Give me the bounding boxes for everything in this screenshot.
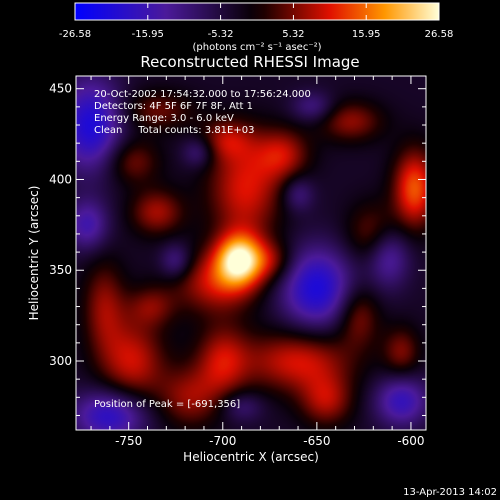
info-block: 20-Oct-2002 17:54:32.000 to 17:56:24.000… (94, 89, 311, 136)
x-tick-label: -750 (115, 434, 142, 448)
colorbar-ticks (74, 3, 440, 20)
info-line-detectors: Detectors: 4F 5F 6F 7F 8F, Att 1 (94, 101, 253, 112)
timestamp: 13-Apr-2013 14:02 (403, 487, 497, 498)
colorbar-tick-label: -26.58 (59, 29, 91, 40)
colorbar-tick-label: 15.95 (352, 29, 381, 40)
info-line-energy: Energy Range: 3.0 - 6.0 keV (94, 113, 234, 124)
y-tick-label: 350 (49, 263, 72, 277)
colorbar-tick-label: -5.32 (208, 29, 234, 40)
peak-position-text: Position of Peak = [-691,356] (94, 399, 240, 410)
heatmap-canvas (76, 76, 426, 430)
y-tick-label: 300 (49, 354, 72, 368)
colorbar-tick-label: 5.32 (282, 29, 304, 40)
y-axis-label: Heliocentric Y (arcsec) (27, 186, 41, 321)
axis-ticks (76, 76, 426, 430)
x-tick-label: -700 (209, 434, 236, 448)
colorbar-tick-labels: -26.58 -15.95 -5.32 5.32 15.95 26.58 (59, 29, 453, 40)
colorbar-unit-label: (photons cm⁻² s⁻¹ asec⁻²) (192, 42, 321, 53)
x-axis-label: Heliocentric X (arcsec) (183, 450, 319, 464)
plot-frame (75, 75, 427, 431)
image-area (76, 76, 426, 430)
x-tick-label: -600 (397, 434, 424, 448)
info-line-time: 20-Oct-2002 17:54:32.000 to 17:56:24.000 (94, 89, 311, 100)
y-tick-labels: 300 350 400 450 (49, 82, 72, 368)
x-tick-label: -650 (303, 434, 330, 448)
x-tick-labels: -750 -700 -650 -600 (115, 434, 424, 448)
info-line-clean: Clean Total counts: 3.81E+03 (94, 125, 254, 136)
y-tick-label: 450 (49, 82, 72, 96)
colorbar-tick-label: -15.95 (132, 29, 164, 40)
colorbar-tick-label: 26.58 (425, 29, 454, 40)
colorbar (74, 2, 440, 21)
chart-title: Reconstructed RHESSI Image (140, 53, 359, 71)
y-tick-label: 400 (49, 172, 72, 186)
